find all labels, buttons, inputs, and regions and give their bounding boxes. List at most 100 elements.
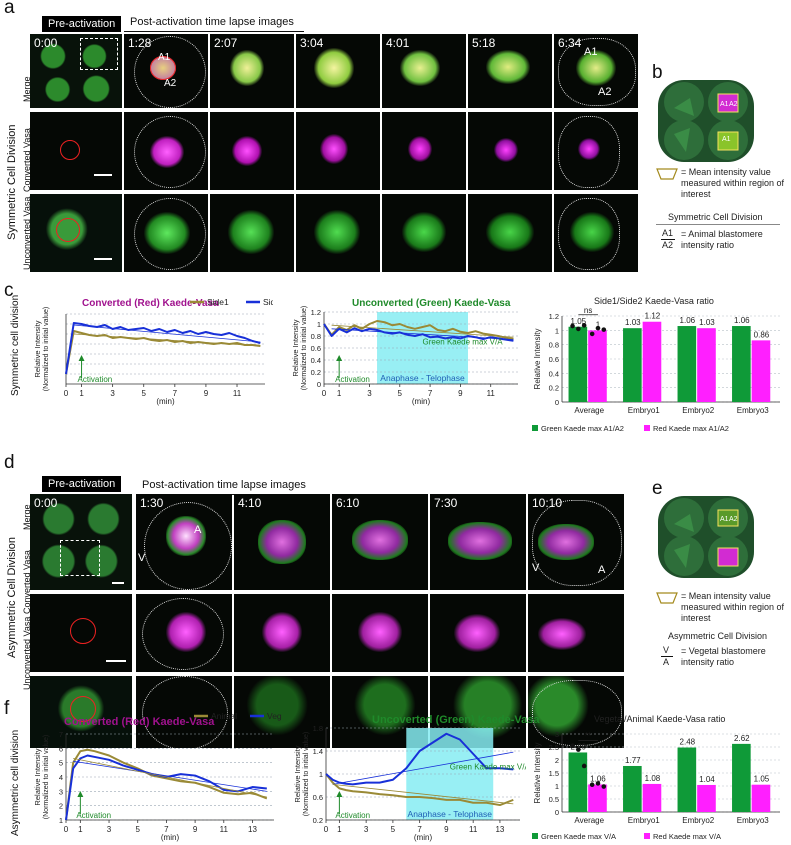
panel-a-converted-tile-3 bbox=[296, 112, 380, 190]
c_bar-sig-label: ns bbox=[584, 306, 592, 315]
c_bar-bar-1-1 bbox=[642, 321, 662, 402]
panel-b-ratio-text: = Animal blastomere intensity ratio bbox=[681, 229, 763, 250]
c_bar-legend-label-1: Red Kaede max A1/A2 bbox=[653, 424, 729, 433]
c_bar-ytick-0: 0 bbox=[555, 398, 559, 407]
f_bar-ytick-2: 1 bbox=[555, 782, 559, 791]
c_bar-value-label-1-2: 1.03 bbox=[699, 318, 715, 327]
chart-c-green: 0 0.2 0.4 0.6 0.8 1 1.2 0 1 3 5 7 9 11 (min) Relative I… bbox=[291, 306, 518, 406]
c_bar-legend-swatch-0 bbox=[532, 425, 538, 431]
panel-a-timestamp-5: 5:18 bbox=[472, 36, 496, 50]
panel-a-unconverted-tile-1 bbox=[124, 194, 208, 272]
f_bar-legend-label-0: Green Kaede max V/A bbox=[541, 832, 616, 841]
panel-a-timestamp-2: 2:07 bbox=[214, 36, 238, 50]
f_bar-value-label-0-2: 2.48 bbox=[680, 738, 696, 747]
panel-d-unconverted-tile-1 bbox=[136, 676, 232, 748]
c_bar-dot-1-0 bbox=[589, 331, 595, 337]
panel-e-roi-legend-text: = Mean intensity value measured within r… bbox=[681, 591, 785, 623]
panel-b-title-rule bbox=[656, 224, 780, 225]
panel-a-marker-a2: A2 bbox=[164, 78, 177, 89]
chart-f-red-title: Converted (Red) Kaede-Vasa bbox=[64, 716, 215, 728]
f_bar-dot-1-2 bbox=[601, 784, 607, 789]
panel-e-ratio-num: V bbox=[663, 645, 670, 655]
panel-a-marker-a2-late: A2 bbox=[598, 86, 612, 98]
panel-d-post-activation-header: Post-activation time lapse images bbox=[142, 479, 306, 491]
panel-b-ratio-den: A2 bbox=[662, 240, 674, 250]
c_red-legend-label-0: Side1 bbox=[207, 297, 229, 307]
c_green-ytick-0: 0 bbox=[317, 380, 321, 389]
panel-a-converted-tile-6 bbox=[554, 112, 638, 190]
chart-c-red: 0 1 3 5 7 9 11 (min) Relative Intensity (Normaliz… bbox=[33, 297, 273, 406]
panel-d-merge-tile-5: 10:10 V A bbox=[528, 494, 624, 590]
c_bar-bar-0-2 bbox=[677, 326, 697, 402]
c_bar-bar-1-0 bbox=[588, 330, 607, 402]
panel-d-marker-a-late: A bbox=[598, 564, 606, 576]
panel-letter-b: b bbox=[652, 62, 663, 83]
panel-d-group-label: Asymmetric Cell Division bbox=[6, 536, 18, 658]
chart-c-green-title: Unconverted (Green) Kaede-Vasa bbox=[352, 298, 511, 309]
panel-a-timestamp-3: 3:04 bbox=[300, 36, 324, 50]
panel-a-timestamp-6: 6:34 bbox=[558, 36, 582, 50]
f_red-xtick-3: 5 bbox=[135, 825, 140, 834]
f_green-series-3 bbox=[332, 783, 514, 805]
panel-e-division-title: Asymmetric Cell Division bbox=[668, 631, 768, 641]
c_bar-dot-0-1 bbox=[576, 326, 581, 332]
f_red-activation-arrowhead bbox=[77, 791, 84, 797]
c_bar-ytick-1: 0.2 bbox=[549, 384, 559, 393]
f_green-arrow-label: Green Kaede max V/A bbox=[450, 762, 526, 771]
c_green-xtick-0: 0 bbox=[322, 389, 327, 398]
f_green-xtick-7: 13 bbox=[495, 825, 504, 834]
f_bar-dot-0-1 bbox=[576, 747, 581, 752]
f_bar-legend-swatch-0 bbox=[532, 833, 538, 839]
f_red-ylabel-note: (Normalized to initial value) bbox=[43, 735, 50, 819]
c_green-ylabel: Relative Intensity bbox=[291, 319, 300, 376]
f_red-series-2 bbox=[73, 760, 267, 792]
c_bar-value-label-1-3: 0.86 bbox=[754, 330, 770, 339]
panel-b-roi-legend-text: = Mean intensity value measured within r… bbox=[681, 167, 785, 199]
f_green-ytick-2: 1 bbox=[319, 770, 323, 779]
f_bar-ytick-6: 3 bbox=[555, 730, 559, 739]
chart-f-bar: 0 0.5 1 1.5 2 2.5 3 Relative Intensity Average 2.… bbox=[532, 730, 780, 841]
panel-a-converted-tile-2 bbox=[210, 112, 294, 190]
panel-letter-f: f bbox=[4, 698, 10, 719]
c_red-series-2 bbox=[73, 324, 261, 343]
c_bar-bar-1-3 bbox=[751, 340, 771, 402]
c_bar-value-label-0-2: 1.06 bbox=[680, 316, 696, 325]
f_green-ylabel-note: (Normalized to initial value) bbox=[303, 732, 310, 816]
c_green-ylabel-note: (Normalized to initial value) bbox=[301, 306, 308, 390]
panel-a-group-label: Symmetric Cell Division bbox=[6, 124, 18, 240]
f_green-xtick-1: 1 bbox=[337, 825, 342, 834]
f_bar-category-0: Average bbox=[574, 816, 604, 825]
c_bar-dot-1-1 bbox=[595, 325, 601, 331]
panel-d-pre-activation-label: Pre-activation bbox=[42, 476, 122, 492]
c_green-series-2 bbox=[331, 328, 514, 340]
c_red-xtick-0: 0 bbox=[64, 389, 69, 398]
c_green-band-label: Anaphase - Telophase bbox=[380, 373, 465, 383]
panel-letter-a: a bbox=[4, 0, 15, 18]
panel-a-merge-tile-5: 5:18 bbox=[468, 34, 552, 108]
f_bar-bar-0-1 bbox=[623, 765, 642, 812]
c_bar-legend-swatch-1 bbox=[644, 425, 650, 431]
f_red-xlabel: (min) bbox=[161, 833, 180, 842]
f_green-xtick-4: 7 bbox=[417, 825, 422, 834]
f_green-activation-arrowhead bbox=[336, 791, 343, 797]
f_green-xtick-3: 5 bbox=[391, 825, 396, 834]
c_bar-ytick-2: 0.4 bbox=[549, 369, 559, 378]
f_green-xtick-0: 0 bbox=[324, 825, 329, 834]
f_red-xtick-6: 11 bbox=[220, 825, 229, 834]
f_green-xlabel: (min) bbox=[414, 833, 433, 842]
c_bar-value-label-0-0: 1.05 bbox=[571, 317, 587, 326]
panel-a-converted-tile-5 bbox=[468, 112, 552, 190]
panel-e-roi-legend-icon bbox=[656, 592, 678, 604]
panel-d-timestamp-5: 10:10 bbox=[532, 496, 563, 510]
f_bar-bar-1-0 bbox=[588, 784, 607, 812]
c_bar-dot-0-2 bbox=[581, 323, 587, 328]
panel-d-timestamp-4: 7:30 bbox=[434, 496, 458, 510]
panel-a-unconverted-tile-2 bbox=[210, 194, 294, 272]
f_red-xtick-4: 7 bbox=[164, 825, 169, 834]
f_red-xtick-2: 3 bbox=[107, 825, 112, 834]
panel-a-marker-a1-late: A1 bbox=[584, 46, 598, 58]
chart-f-bar-title: Vegetal/Animal Kaede-Vasa ratio bbox=[594, 714, 726, 724]
panel-e-label-a2: A2 bbox=[729, 516, 738, 523]
f_red-legend-label-0: Animal bbox=[211, 712, 237, 721]
c_bar-bar-1-2 bbox=[697, 328, 716, 402]
